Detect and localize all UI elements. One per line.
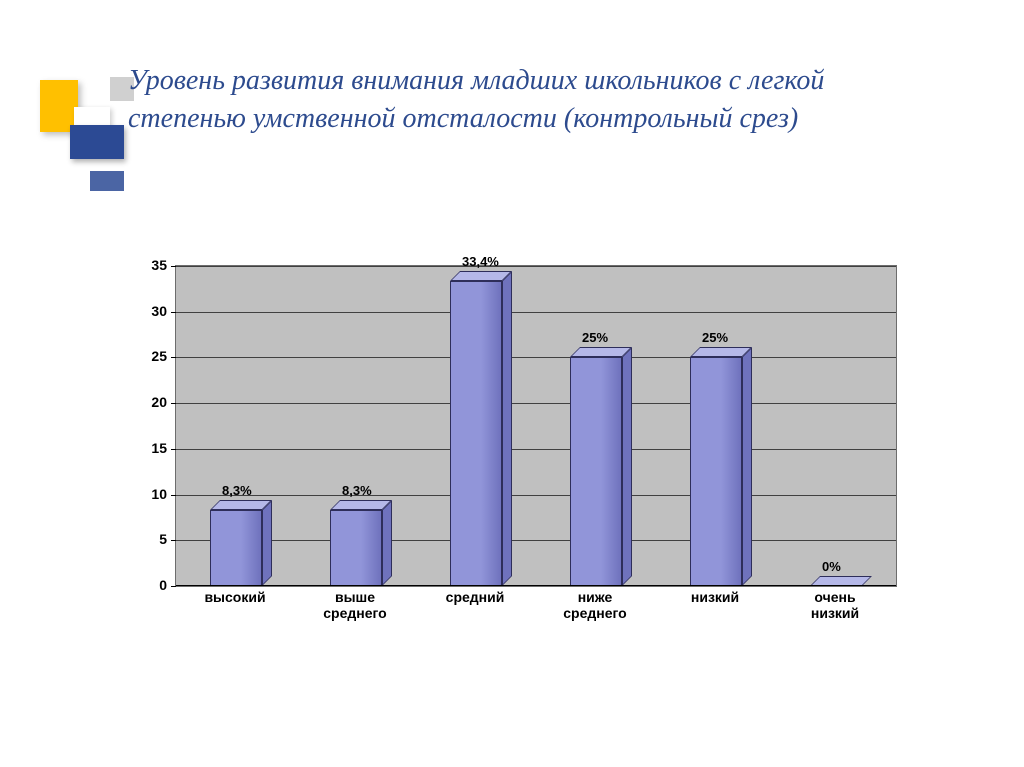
bar-top bbox=[570, 347, 632, 357]
y-tick-mark bbox=[171, 357, 176, 358]
bar-side bbox=[382, 500, 392, 586]
x-axis-label: нижесреднего bbox=[535, 589, 655, 621]
bar-value-label: 25% bbox=[582, 330, 608, 345]
bar-slot: 33,4% bbox=[416, 266, 536, 586]
bar-top bbox=[210, 500, 272, 510]
bar-value-label: 25% bbox=[702, 330, 728, 345]
bar-chart: 05101520253035 8,3%8,3%33,4%25%25%0% выс… bbox=[115, 265, 915, 635]
y-tick-mark bbox=[171, 266, 176, 267]
x-axis-label: высокий bbox=[175, 589, 295, 621]
y-tick-label: 25 bbox=[115, 348, 175, 364]
y-tick-label: 15 bbox=[115, 440, 175, 456]
bar: 25% bbox=[690, 357, 742, 586]
x-axis-label: вышесреднего bbox=[295, 589, 415, 621]
bar-slot: 25% bbox=[536, 266, 656, 586]
bar-side bbox=[622, 347, 632, 586]
square-navy-small bbox=[90, 171, 124, 191]
bar-slot: 25% bbox=[656, 266, 776, 586]
x-axis-label: средний bbox=[415, 589, 535, 621]
y-tick-mark bbox=[171, 586, 176, 587]
bar-group: 8,3% 8,3% 33,4% 25% 25% 0% bbox=[176, 266, 896, 586]
bar-slot: 8,3% bbox=[296, 266, 416, 586]
bar-top bbox=[450, 271, 512, 281]
bar: 25% bbox=[570, 357, 622, 586]
bar-value-label: 8,3% bbox=[342, 483, 372, 498]
y-tick-label: 30 bbox=[115, 303, 175, 319]
x-axis bbox=[176, 585, 896, 586]
bar-value-label: 33,4% bbox=[462, 254, 499, 269]
y-tick-mark bbox=[171, 449, 176, 450]
bar-side bbox=[742, 347, 752, 586]
bar-value-label: 8,3% bbox=[222, 483, 252, 498]
x-axis-labels: высокийвышесреднегосреднийнижесреднегони… bbox=[175, 589, 895, 621]
bar-slot: 8,3% bbox=[176, 266, 296, 586]
y-tick-label: 5 bbox=[115, 531, 175, 547]
bar: 8,3% bbox=[330, 510, 382, 586]
y-tick-label: 10 bbox=[115, 486, 175, 502]
bar-front bbox=[450, 281, 502, 586]
corner-graphic bbox=[40, 77, 140, 192]
y-tick-mark bbox=[171, 495, 176, 496]
y-tick-label: 35 bbox=[115, 257, 175, 273]
bar-front bbox=[330, 510, 382, 586]
bar: 8,3% bbox=[210, 510, 262, 586]
bar-front bbox=[570, 357, 622, 586]
y-tick-mark bbox=[171, 540, 176, 541]
bar-side bbox=[262, 500, 272, 586]
bar-top bbox=[330, 500, 392, 510]
bar-side bbox=[502, 271, 512, 586]
bar-top bbox=[690, 347, 752, 357]
bar-value-label: 0% bbox=[822, 559, 841, 574]
bar: 33,4% bbox=[450, 281, 502, 586]
bar-front bbox=[690, 357, 742, 586]
bar-front bbox=[210, 510, 262, 586]
plot-area: 8,3% 8,3% 33,4% 25% 25% 0% bbox=[175, 265, 897, 587]
x-axis-label: низкий bbox=[655, 589, 775, 621]
y-tick-mark bbox=[171, 312, 176, 313]
square-navy-large bbox=[70, 125, 124, 159]
y-tick-label: 0 bbox=[115, 577, 175, 593]
bar-slot: 0% bbox=[776, 266, 896, 586]
y-tick-label: 20 bbox=[115, 394, 175, 410]
y-tick-mark bbox=[171, 403, 176, 404]
x-axis-label: оченьнизкий bbox=[775, 589, 895, 621]
slide-title: Уровень развития внимания младших школьн… bbox=[128, 62, 928, 138]
